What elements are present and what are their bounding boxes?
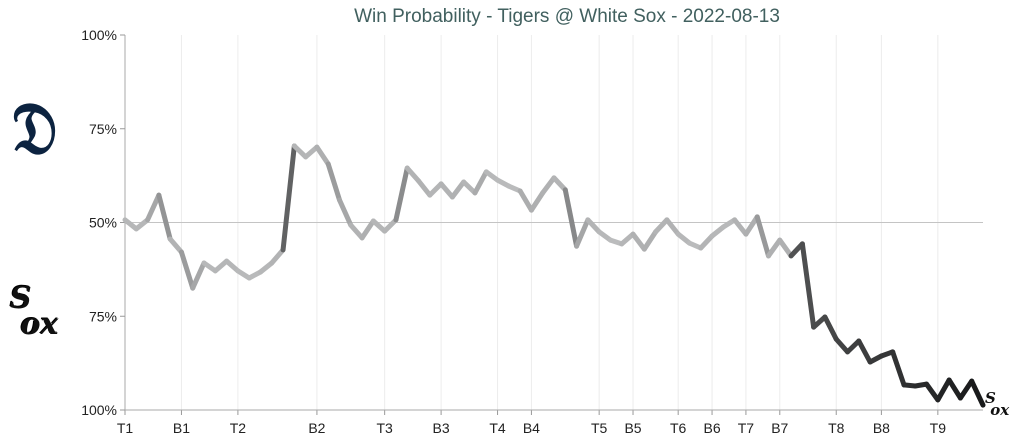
x-tick-label: B1 (173, 420, 190, 436)
win-probability-segment (924, 381, 941, 403)
win-probability-segment (517, 188, 534, 213)
win-probability-segment (540, 175, 557, 196)
win-probability-segment (969, 378, 986, 408)
win-probability-segment (269, 247, 286, 266)
x-tick-label: B3 (433, 420, 450, 436)
win-probability-segment (754, 214, 771, 259)
win-probability-segment (393, 165, 410, 223)
x-tick-label: B8 (873, 420, 890, 436)
win-probability-segment (472, 169, 489, 196)
white-sox-logo: S ox (10, 281, 59, 342)
y-tick-label: 100% (81, 27, 117, 43)
x-tick-label: B4 (523, 420, 540, 436)
win-probability-segment (732, 217, 749, 237)
win-probability-segment (438, 181, 455, 200)
win-probability-segment (528, 190, 546, 213)
x-tick-label: B7 (771, 420, 788, 436)
win-probability-segment (585, 217, 602, 235)
win-probability-segment (799, 241, 817, 330)
win-probability-segment (946, 377, 963, 401)
x-tick-label: T1 (117, 420, 134, 436)
x-tick-label: T9 (930, 420, 947, 436)
white-sox-end-logo: S ox (985, 389, 1010, 419)
win-probability-segment (190, 260, 207, 291)
win-probability-segment (957, 378, 975, 401)
win-probability-segment (766, 237, 783, 259)
x-tick-label: T6 (670, 420, 687, 436)
win-probability-segment (348, 222, 365, 241)
x-tick-label: B5 (624, 420, 641, 436)
win-probability-segment (449, 179, 467, 200)
win-probability-segment (370, 218, 388, 234)
x-tick-label: B6 (703, 420, 720, 436)
x-tick-label: T5 (591, 420, 608, 436)
win-probability-segment (382, 217, 399, 234)
win-probability-segment (551, 175, 568, 193)
win-probability-segment (574, 217, 591, 249)
win-probability-segment (641, 229, 659, 252)
win-probability-segment (325, 161, 342, 203)
chart-title: Win Probability - Tigers @ White Sox - 2… (354, 6, 780, 27)
x-tick-label: T2 (230, 420, 247, 436)
win-probability-segment (167, 236, 184, 255)
win-probability-segment (156, 192, 173, 242)
win-probability-segment (427, 181, 444, 198)
win-probability-segment (291, 143, 309, 160)
win-probability-segment (562, 187, 580, 249)
win-probability-segment (845, 338, 862, 355)
x-tick-label: T7 (738, 420, 755, 436)
win-probability-segment (698, 233, 715, 251)
win-probability-segment (743, 214, 760, 237)
win-probability-segment (935, 377, 952, 403)
win-probability-segment (664, 217, 681, 237)
y-tick-label: 75% (89, 308, 117, 324)
x-tick-label: T4 (489, 420, 506, 436)
x-tick-label: T8 (828, 420, 845, 436)
win-probability-segment (461, 179, 478, 196)
win-probability-segment (653, 217, 670, 235)
win-probability-segment (822, 314, 839, 342)
win-probability-segment (856, 338, 873, 365)
win-probability-segment (280, 143, 297, 253)
win-probability-segment (178, 249, 196, 291)
x-tick-label: B2 (308, 420, 325, 436)
win-probability-segment (833, 336, 851, 355)
y-tick-label: 100% (81, 402, 117, 418)
win-probability-segment (630, 231, 647, 252)
win-probability-segment (359, 218, 376, 241)
win-probability-segment (314, 144, 331, 167)
x-tick-label: T3 (376, 420, 393, 436)
win-probability-segment (777, 237, 794, 259)
win-probability-segment (416, 178, 433, 198)
win-probability-segment (337, 197, 354, 228)
win-probability-segment (404, 165, 422, 184)
y-tick-label: 50% (89, 215, 117, 231)
tigers-logo: 𝔇 (12, 85, 58, 170)
y-tick-label: 75% (89, 121, 117, 137)
win-probability-segment (145, 192, 162, 223)
win-probability-segment (890, 349, 907, 388)
